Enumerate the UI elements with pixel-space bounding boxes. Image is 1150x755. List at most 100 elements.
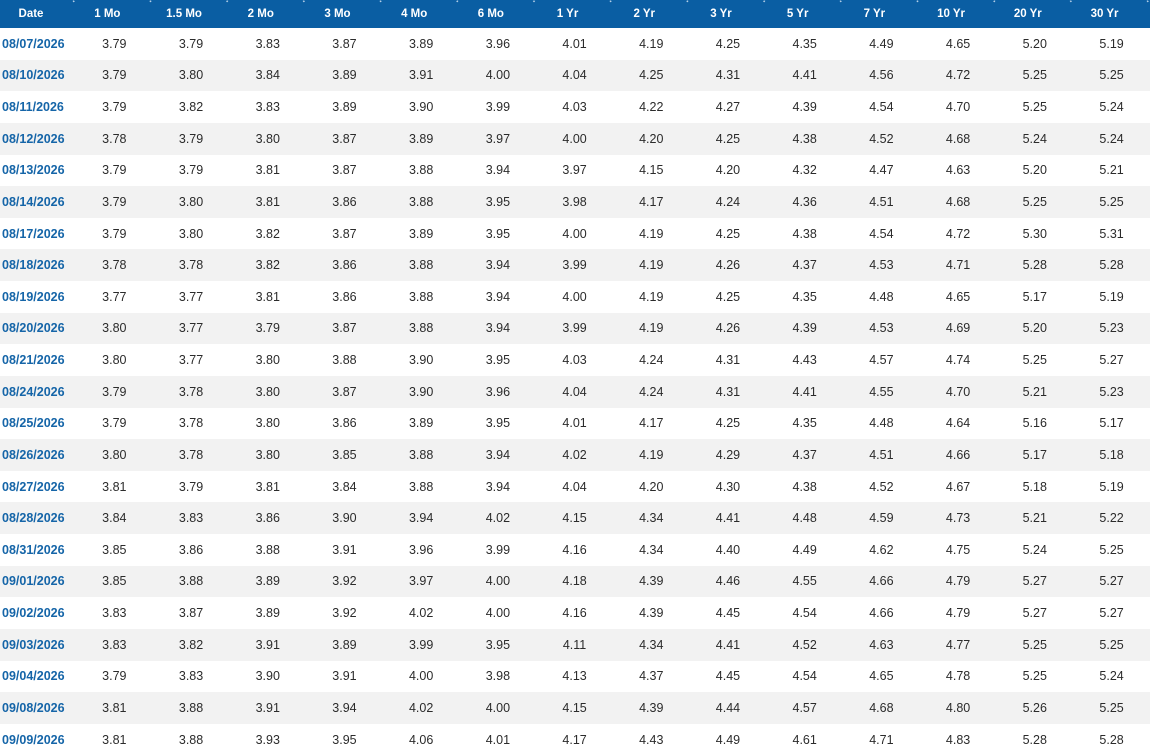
column-header-20-yr[interactable]: 20 Yr↕ (996, 0, 1073, 28)
date-link[interactable]: 09/02/2026 (2, 606, 65, 620)
rate-cell: 3.83 (76, 597, 153, 629)
rate-cell: 4.01 (536, 28, 613, 60)
date-cell: 09/03/2026 (0, 629, 76, 661)
column-header-10-yr[interactable]: 10 Yr↕ (920, 0, 997, 28)
rate-cell: 3.87 (306, 123, 383, 155)
rate-cell: 4.78 (920, 661, 997, 693)
rate-cell: 4.25 (690, 408, 767, 440)
rate-cell: 4.31 (690, 376, 767, 408)
date-link[interactable]: 08/10/2026 (2, 68, 65, 82)
rate-cell: 5.27 (1073, 344, 1150, 376)
rate-cell: 5.22 (1073, 502, 1150, 534)
rate-cell: 5.17 (1073, 408, 1150, 440)
rate-cell: 3.92 (306, 597, 383, 629)
column-header-label: 6 Mo (478, 8, 518, 20)
column-header-1-yr[interactable]: 1 Yr↕ (536, 0, 613, 28)
rate-cell: 3.79 (153, 155, 230, 187)
column-header-2-yr[interactable]: 2 Yr↕ (613, 0, 690, 28)
column-header-3-mo[interactable]: 3 Mo↕ (306, 0, 383, 28)
column-header-2-mo[interactable]: 2 Mo↕ (229, 0, 306, 28)
rate-cell: 5.25 (1073, 60, 1150, 92)
rate-cell: 4.39 (613, 692, 690, 724)
column-header-label: 1 Mo (94, 8, 134, 20)
date-link[interactable]: 08/07/2026 (2, 37, 65, 51)
rate-cell: 4.48 (766, 502, 843, 534)
rate-cell: 3.81 (229, 186, 306, 218)
rate-cell: 3.97 (460, 123, 537, 155)
column-header-30-yr[interactable]: 30 Yr↕ (1073, 0, 1150, 28)
rate-cell: 4.46 (690, 566, 767, 598)
date-link[interactable]: 08/17/2026 (2, 227, 65, 241)
rate-cell: 5.27 (996, 566, 1073, 598)
rate-cell: 3.99 (536, 249, 613, 281)
date-link[interactable]: 08/27/2026 (2, 480, 65, 494)
rate-cell: 5.20 (996, 28, 1073, 60)
rate-cell: 4.32 (766, 155, 843, 187)
rate-cell: 3.82 (229, 218, 306, 250)
date-link[interactable]: 08/31/2026 (2, 543, 65, 557)
rate-cell: 4.72 (920, 218, 997, 250)
date-cell: 08/24/2026 (0, 376, 76, 408)
rate-cell: 4.26 (690, 249, 767, 281)
rate-cell: 3.88 (383, 471, 460, 503)
rate-cell: 3.81 (229, 155, 306, 187)
rate-cell: 3.87 (306, 28, 383, 60)
rate-cell: 5.21 (1073, 155, 1150, 187)
date-link[interactable]: 09/01/2026 (2, 574, 65, 588)
column-header-7-yr[interactable]: 7 Yr↕ (843, 0, 920, 28)
column-header-1-5-mo[interactable]: 1.5 Mo↕ (153, 0, 230, 28)
rate-cell: 4.69 (920, 313, 997, 345)
date-link[interactable]: 09/09/2026 (2, 733, 65, 747)
date-link[interactable]: 08/25/2026 (2, 416, 65, 430)
rate-cell: 4.25 (690, 28, 767, 60)
date-link[interactable]: 08/13/2026 (2, 163, 65, 177)
rate-cell: 3.94 (460, 313, 537, 345)
rate-cell: 4.67 (920, 471, 997, 503)
rate-cell: 3.78 (153, 408, 230, 440)
date-link[interactable]: 08/24/2026 (2, 385, 65, 399)
rate-cell: 3.80 (229, 376, 306, 408)
sort-icon[interactable]: ↕ (1146, 0, 1150, 4)
date-link[interactable]: 09/04/2026 (2, 669, 65, 683)
date-link[interactable]: 08/14/2026 (2, 195, 65, 209)
date-link[interactable]: 08/12/2026 (2, 132, 65, 146)
column-header-6-mo[interactable]: 6 Mo↕ (460, 0, 537, 28)
rate-cell: 3.98 (536, 186, 613, 218)
column-header-3-yr[interactable]: 3 Yr↕ (690, 0, 767, 28)
column-header-date[interactable]: Date↕ (0, 0, 76, 28)
rate-cell: 3.88 (153, 724, 230, 755)
rate-cell: 3.79 (76, 60, 153, 92)
rate-cell: 4.01 (460, 724, 537, 755)
date-link[interactable]: 08/20/2026 (2, 321, 65, 335)
rate-cell: 4.47 (843, 155, 920, 187)
date-link[interactable]: 09/03/2026 (2, 638, 65, 652)
rate-cell: 4.00 (536, 281, 613, 313)
column-header-4-mo[interactable]: 4 Mo↕ (383, 0, 460, 28)
rate-cell: 3.80 (153, 60, 230, 92)
rate-cell: 4.45 (690, 661, 767, 693)
column-header-5-yr[interactable]: 5 Yr↕ (766, 0, 843, 28)
rate-cell: 3.79 (76, 91, 153, 123)
rate-cell: 3.88 (383, 281, 460, 313)
rate-cell: 3.96 (383, 534, 460, 566)
rate-cell: 3.81 (229, 281, 306, 313)
rate-cell: 3.88 (306, 344, 383, 376)
date-link[interactable]: 08/21/2026 (2, 353, 65, 367)
rate-cell: 3.83 (153, 661, 230, 693)
date-link[interactable]: 08/18/2026 (2, 258, 65, 272)
rate-cell: 3.82 (153, 629, 230, 661)
date-link[interactable]: 08/19/2026 (2, 290, 65, 304)
rate-cell: 4.03 (536, 91, 613, 123)
column-header-1-mo[interactable]: 1 Mo↕ (76, 0, 153, 28)
rate-cell: 3.79 (76, 28, 153, 60)
date-link[interactable]: 08/28/2026 (2, 511, 65, 525)
rate-cell: 5.20 (996, 313, 1073, 345)
date-link[interactable]: 09/08/2026 (2, 701, 65, 715)
date-link[interactable]: 08/11/2026 (2, 100, 64, 114)
date-cell: 08/21/2026 (0, 344, 76, 376)
date-link[interactable]: 08/26/2026 (2, 448, 65, 462)
rate-cell: 4.02 (383, 597, 460, 629)
